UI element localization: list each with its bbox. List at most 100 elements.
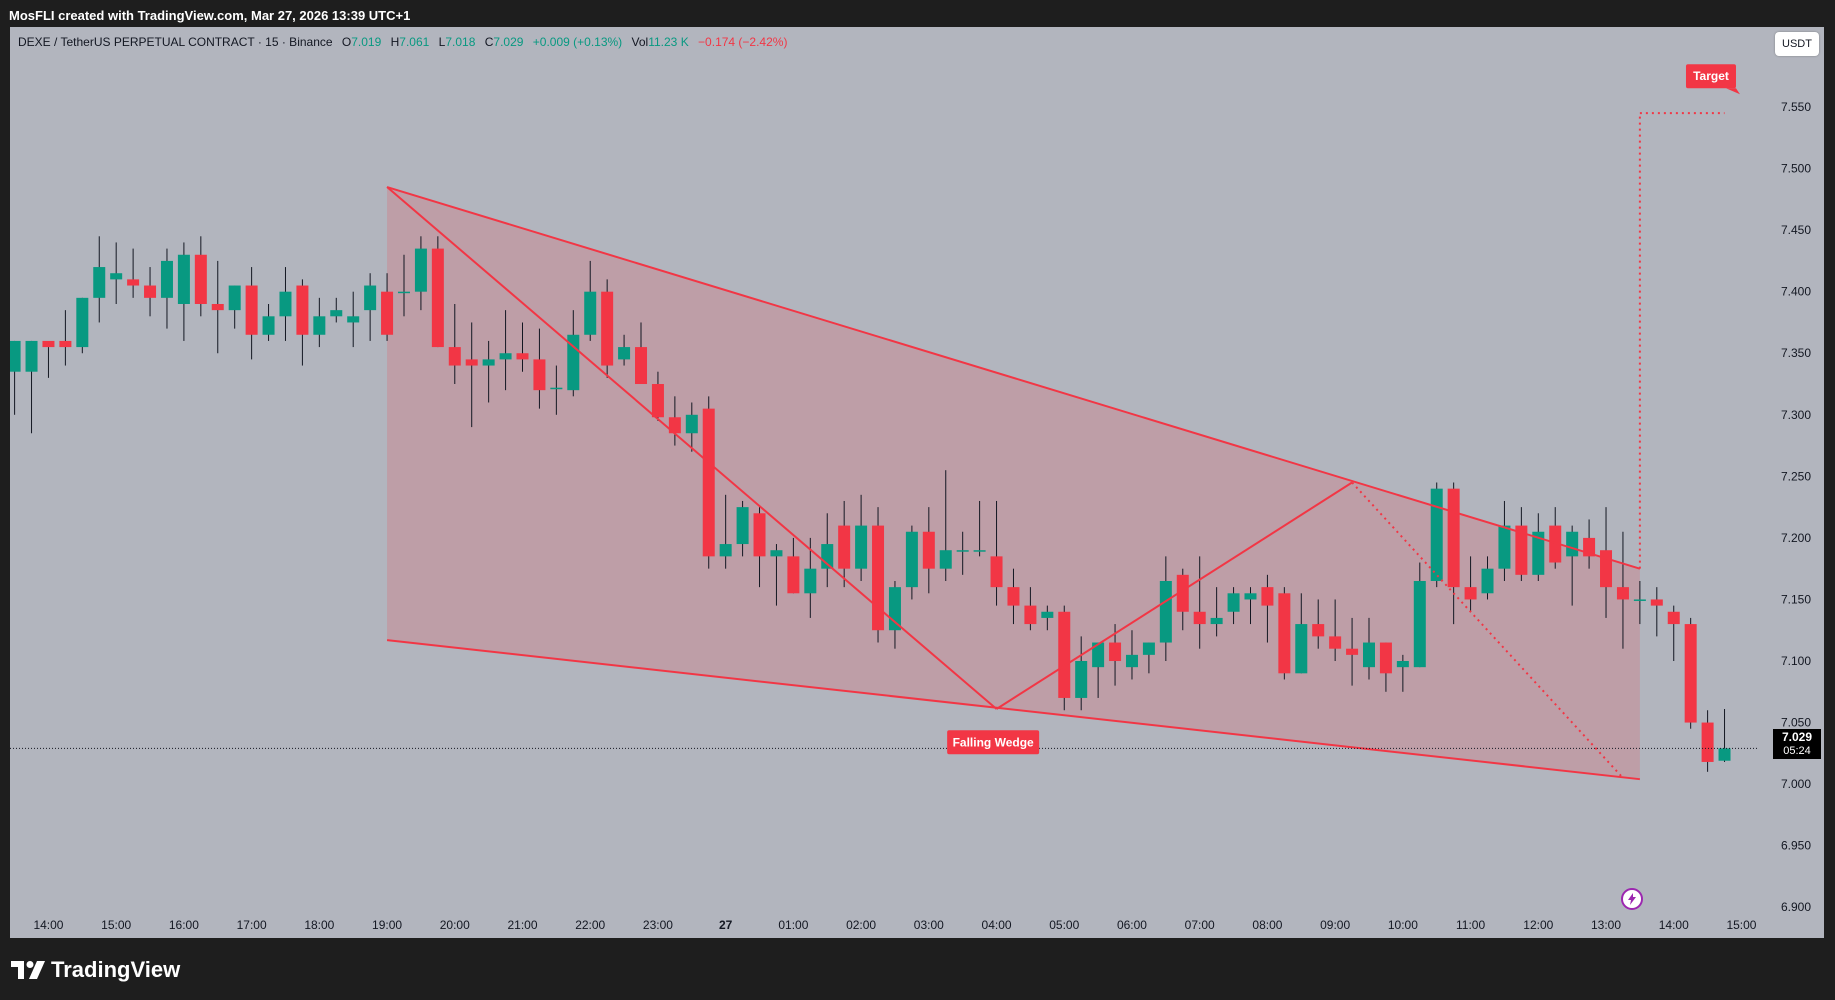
currency-button[interactable]: USDT	[1775, 32, 1819, 56]
target-label-pointer	[1725, 88, 1740, 95]
candle-body	[1227, 593, 1240, 612]
candle-body	[1278, 593, 1291, 674]
candle-body	[838, 525, 851, 569]
y-tick-label: 7.250	[1781, 469, 1811, 483]
candle-body	[431, 248, 444, 348]
candle-body	[1481, 568, 1494, 594]
open-value: 7.019	[351, 35, 382, 49]
candle-body	[888, 587, 901, 631]
candle-body	[1600, 550, 1613, 588]
wedge-lower-line	[386, 639, 1640, 781]
candle-body	[804, 568, 817, 594]
target-label-bg	[1685, 64, 1736, 89]
candle-body	[262, 316, 275, 335]
price-chart[interactable]: Falling Wedge Target 7.550 7.500 7.450 7.400 7…	[10, 27, 1824, 938]
candle-body	[228, 285, 241, 311]
x-tick-label: 08:00	[1252, 918, 1282, 932]
candle-body	[381, 291, 394, 335]
candle-body	[939, 550, 952, 569]
candle-body	[110, 273, 123, 280]
candle-body	[296, 285, 309, 335]
candle-body	[1379, 642, 1392, 674]
volume-label: Vol	[631, 35, 649, 49]
candle-body	[1295, 624, 1308, 674]
candle-body	[872, 525, 885, 631]
x-tick-label: 16:00	[169, 918, 199, 932]
volume-change-value: −0.174 (−2.42%)	[698, 35, 788, 49]
candle-body	[1718, 748, 1731, 761]
candle-body	[1041, 611, 1054, 618]
candle-body	[1464, 587, 1477, 600]
y-tick-label: 7.000	[1781, 777, 1811, 791]
close-label: C	[484, 35, 494, 49]
chart-area[interactable]	[10, 27, 1824, 938]
candle-body	[753, 513, 766, 557]
candle-body	[1667, 611, 1680, 625]
candle-body	[1142, 642, 1155, 655]
candle-body	[1498, 525, 1511, 569]
candle-body	[42, 340, 55, 348]
last-price-badge: 7.029 05:24	[1773, 729, 1821, 759]
candle-body	[1244, 593, 1257, 600]
candle-body	[1650, 599, 1663, 606]
candle-body	[364, 285, 377, 311]
candle-body	[956, 550, 969, 552]
symbol-legend: DEXE / TetherUS PERPETUAL CONTRACT · 15 …	[18, 35, 787, 49]
candle-body	[1092, 642, 1105, 668]
candle-body	[245, 285, 258, 335]
candle-body	[990, 556, 1003, 588]
lightning-icon	[1628, 893, 1636, 905]
y-tick-label: 6.900	[1781, 900, 1811, 914]
candle-body	[533, 359, 546, 391]
zigzag-leg	[386, 186, 998, 710]
candle-body	[651, 384, 664, 418]
candle-body	[397, 291, 410, 294]
candle-body	[770, 550, 783, 557]
candle-body	[76, 297, 89, 348]
candle-body	[1024, 605, 1037, 625]
falling-wedge-label-text: Falling Wedge	[953, 735, 1034, 749]
x-tick-label: 11:00	[1456, 918, 1485, 932]
brand-name: TradingView	[51, 957, 181, 982]
candle-body	[1312, 624, 1325, 637]
candle-body	[973, 550, 986, 552]
candle-body	[1549, 525, 1562, 563]
zigzag-leg	[996, 481, 1353, 710]
x-tick-label: 07:00	[1185, 918, 1215, 932]
y-tick-label: 7.200	[1781, 531, 1811, 545]
plot-layer	[10, 112, 1731, 781]
candle-body	[787, 556, 800, 594]
low-label: L	[438, 35, 446, 49]
high-value: 7.061	[399, 35, 430, 49]
y-tick-label: 7.150	[1781, 592, 1811, 606]
x-tick-label: 27	[719, 918, 733, 932]
candle-body	[1125, 654, 1138, 668]
candle-body	[1176, 574, 1189, 612]
x-tick-label: 15:00	[1726, 918, 1756, 932]
candle-body	[736, 507, 749, 545]
candle-body	[1413, 580, 1426, 668]
candle-body	[499, 353, 512, 360]
candle-body	[1532, 531, 1545, 575]
last-price: 7.029	[1781, 730, 1813, 744]
wedge-upper-line	[386, 186, 1641, 570]
candle-body	[905, 531, 918, 588]
y-tick-label: 7.350	[1781, 346, 1811, 360]
x-tick-label: 01:00	[778, 918, 808, 932]
candle-body	[1058, 611, 1071, 698]
candle-body	[482, 359, 495, 366]
y-tick-label: 7.300	[1781, 408, 1811, 422]
x-tick-label: 05:00	[1049, 918, 1079, 932]
tradingview-logo[interactable]: TradingView	[11, 957, 181, 982]
candle-body	[1396, 661, 1409, 668]
close-value: 7.029	[493, 35, 524, 49]
candle-body	[1684, 624, 1697, 723]
candle-body	[330, 310, 343, 317]
candle-body	[1616, 587, 1629, 600]
replay-icon[interactable]	[1621, 888, 1643, 910]
top-bar: MosFLI created with TradingView.com, Mar…	[0, 0, 1835, 26]
chart-attribution: MosFLI created with TradingView.com, Mar…	[9, 8, 411, 23]
candle-body	[1515, 525, 1528, 575]
candle-body	[1007, 587, 1020, 606]
x-tick-label: 09:00	[1320, 918, 1350, 932]
